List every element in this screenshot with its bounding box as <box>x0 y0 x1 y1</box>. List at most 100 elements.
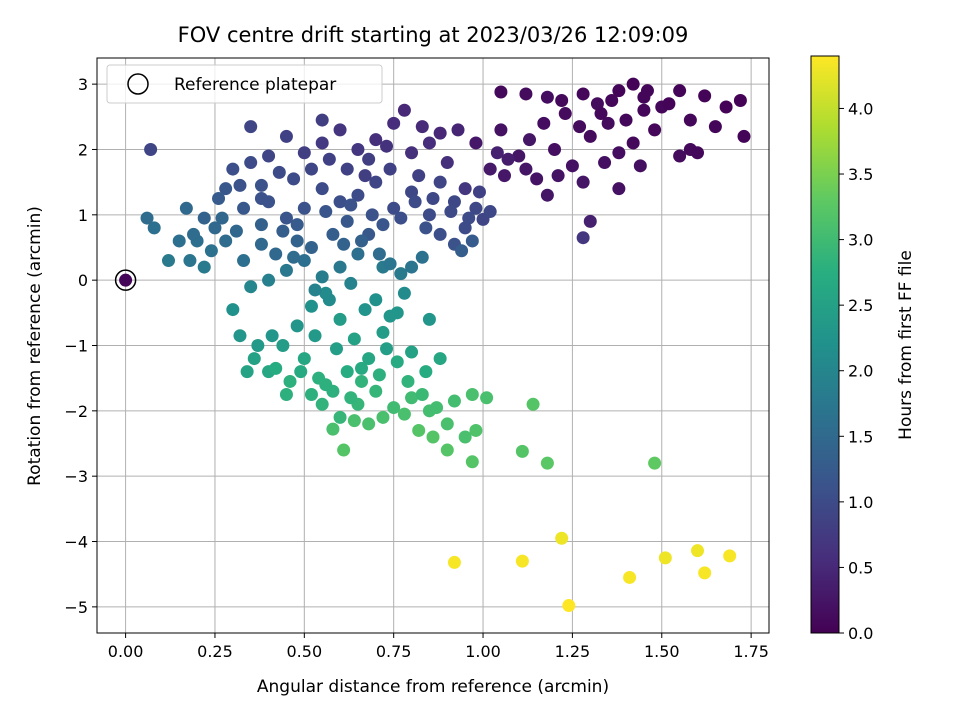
data-point <box>251 339 265 352</box>
y-tick-label: −5 <box>64 598 88 617</box>
data-point <box>562 599 576 613</box>
data-point <box>433 175 447 189</box>
data-point <box>469 136 483 150</box>
data-point <box>387 116 401 130</box>
data-point <box>333 123 347 137</box>
y-tick-label: −2 <box>64 402 88 421</box>
data-point <box>269 361 283 375</box>
data-point <box>279 129 293 143</box>
colorbar-tick-label: 2.0 <box>848 362 873 381</box>
colorbar-tick-label: 3.0 <box>848 231 873 250</box>
data-point <box>333 312 347 326</box>
data-point <box>440 417 454 431</box>
data-point <box>329 342 343 356</box>
data-point <box>519 162 533 176</box>
data-point <box>372 247 386 261</box>
data-point <box>208 221 222 235</box>
data-point <box>530 172 544 186</box>
data-point <box>401 374 415 388</box>
data-point <box>219 182 233 196</box>
data-point <box>405 391 419 405</box>
x-tick-label: 1.50 <box>644 642 680 661</box>
data-point <box>465 388 479 402</box>
x-axis-label: Angular distance from reference (arcmin) <box>257 677 609 697</box>
data-point <box>691 146 705 160</box>
data-point <box>290 234 304 248</box>
data-point <box>394 211 408 225</box>
data-point <box>462 211 476 225</box>
data-point <box>276 224 290 238</box>
data-point <box>683 113 697 127</box>
data-point <box>626 77 640 91</box>
data-point <box>315 270 329 284</box>
data-point <box>247 352 261 366</box>
colorbar: 0.0 0.5 1.0 1.5 2.0 2.5 3.0 3.5 4.0 Hours from f… <box>810 55 916 643</box>
data-point <box>347 414 361 428</box>
data-point <box>551 169 565 183</box>
data-point <box>455 244 469 258</box>
data-point <box>344 391 358 405</box>
colorbar-tick-label: 1.5 <box>848 427 873 446</box>
data-point <box>229 224 243 238</box>
data-point <box>412 169 426 183</box>
data-point <box>219 234 233 248</box>
data-point <box>197 211 211 225</box>
data-point <box>333 410 347 424</box>
data-point <box>397 103 411 117</box>
data-point <box>322 152 336 166</box>
data-point <box>480 391 494 405</box>
data-point <box>673 84 687 98</box>
data-point <box>648 123 662 137</box>
data-point <box>297 254 311 268</box>
data-point <box>397 407 411 421</box>
data-point <box>594 107 608 121</box>
data-point <box>540 188 554 202</box>
data-point <box>469 423 483 437</box>
data-point <box>490 146 504 160</box>
data-point <box>501 152 515 166</box>
y-tick-label: 3 <box>78 75 88 94</box>
data-point <box>144 142 158 156</box>
legend-marker-ring-icon <box>127 73 149 95</box>
data-point <box>673 149 687 163</box>
data-point <box>262 273 276 287</box>
x-tick-label: 0.00 <box>108 642 144 661</box>
data-point <box>287 172 301 186</box>
colorbar-label: Hours from first FF file <box>896 250 916 440</box>
data-point <box>698 89 712 103</box>
data-point <box>708 120 722 134</box>
data-point <box>244 280 258 294</box>
data-point <box>483 162 497 176</box>
data-point <box>179 201 193 215</box>
x-tick-label: 1.00 <box>465 642 501 661</box>
x-tick-label: 0.25 <box>197 642 233 661</box>
data-point <box>172 234 186 248</box>
x-axis-ticks: 0.00 0.25 0.50 0.75 1.00 1.25 1.50 1.75 <box>108 633 769 661</box>
data-point <box>447 394 461 408</box>
data-point <box>362 152 376 166</box>
data-point <box>351 142 365 156</box>
data-point <box>458 430 472 444</box>
data-point <box>369 133 383 147</box>
data-point <box>358 169 372 183</box>
data-point <box>254 191 268 205</box>
data-point <box>576 231 590 245</box>
data-point <box>458 221 472 235</box>
data-point <box>233 329 247 343</box>
data-point <box>497 169 511 183</box>
data-point <box>355 374 369 388</box>
data-point <box>287 250 301 264</box>
data-point <box>458 182 472 196</box>
data-point <box>612 84 626 98</box>
data-point <box>304 388 318 402</box>
colorbar-tick-label: 4.0 <box>848 99 873 118</box>
data-point <box>465 455 479 469</box>
data-point <box>237 201 251 215</box>
data-point <box>197 260 211 274</box>
data-point <box>426 191 440 205</box>
data-point <box>358 303 372 317</box>
data-point <box>376 410 390 424</box>
colorbar-tick-label: 2.5 <box>848 296 873 315</box>
data-point <box>369 293 383 307</box>
data-point <box>387 201 401 215</box>
